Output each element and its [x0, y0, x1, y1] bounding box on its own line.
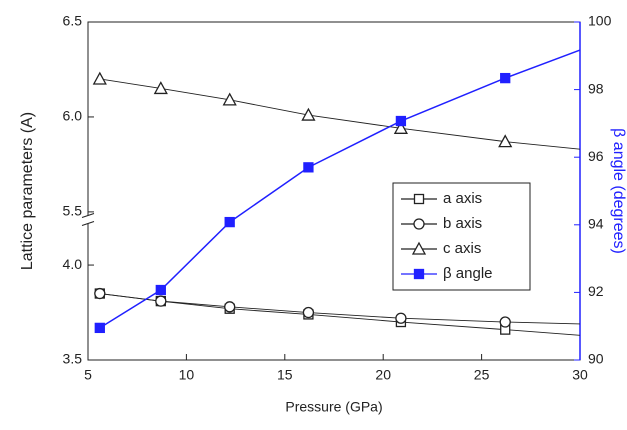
marker [94, 287, 106, 300]
y2-tick-label: 100 [588, 13, 612, 29]
series-line [99, 78, 581, 150]
y-tick-label: 3.5 [63, 351, 83, 367]
marker [411, 241, 427, 255]
marker [301, 107, 316, 121]
marker [92, 71, 107, 85]
y2-tick-label: 98 [588, 80, 604, 96]
y2-tick-label: 94 [588, 216, 604, 232]
x-tick-label: 15 [277, 367, 293, 383]
x-tick-label: 20 [375, 367, 391, 383]
y2-tick-label: 90 [588, 351, 604, 367]
y-tick-label: 6.0 [63, 108, 83, 124]
marker [499, 316, 511, 328]
marker [302, 306, 315, 319]
marker [155, 295, 167, 307]
y-tick-label: 6.5 [63, 13, 83, 29]
marker [224, 216, 235, 228]
legend-label: c axis [443, 240, 481, 257]
marker [413, 193, 425, 205]
marker [155, 284, 166, 296]
axis-break-mark [81, 213, 95, 218]
y-tick-label: 4.0 [63, 256, 83, 272]
y-tick-label: 5.5 [63, 203, 83, 219]
marker [498, 134, 513, 148]
legend-label: a axis [443, 190, 482, 207]
axis-break-mark [81, 221, 95, 226]
marker [222, 92, 237, 106]
marker [224, 301, 236, 313]
axis-break-gap [82, 215, 94, 224]
legend-label: β angle [443, 265, 493, 282]
marker [500, 72, 511, 84]
marker [413, 218, 425, 230]
marker [395, 115, 407, 127]
x-tick-label: 25 [474, 367, 490, 383]
y2-axis-title: β angle (degrees) [610, 128, 627, 254]
marker [153, 81, 168, 95]
marker [395, 312, 407, 324]
x-tick-label: 30 [572, 367, 588, 383]
marker [393, 120, 409, 134]
x-axis-title: Pressure (GPa) [285, 399, 382, 415]
x-tick-label: 5 [84, 367, 92, 383]
x-tick-label: 10 [179, 367, 195, 383]
y2-tick-label: 96 [588, 148, 604, 164]
marker [94, 322, 105, 334]
legend-label: b axis [443, 215, 482, 232]
marker [303, 162, 314, 173]
marker [413, 268, 425, 280]
y2-tick-label: 92 [588, 283, 604, 299]
y-axis-title: Lattice parameters (A) [19, 112, 36, 270]
